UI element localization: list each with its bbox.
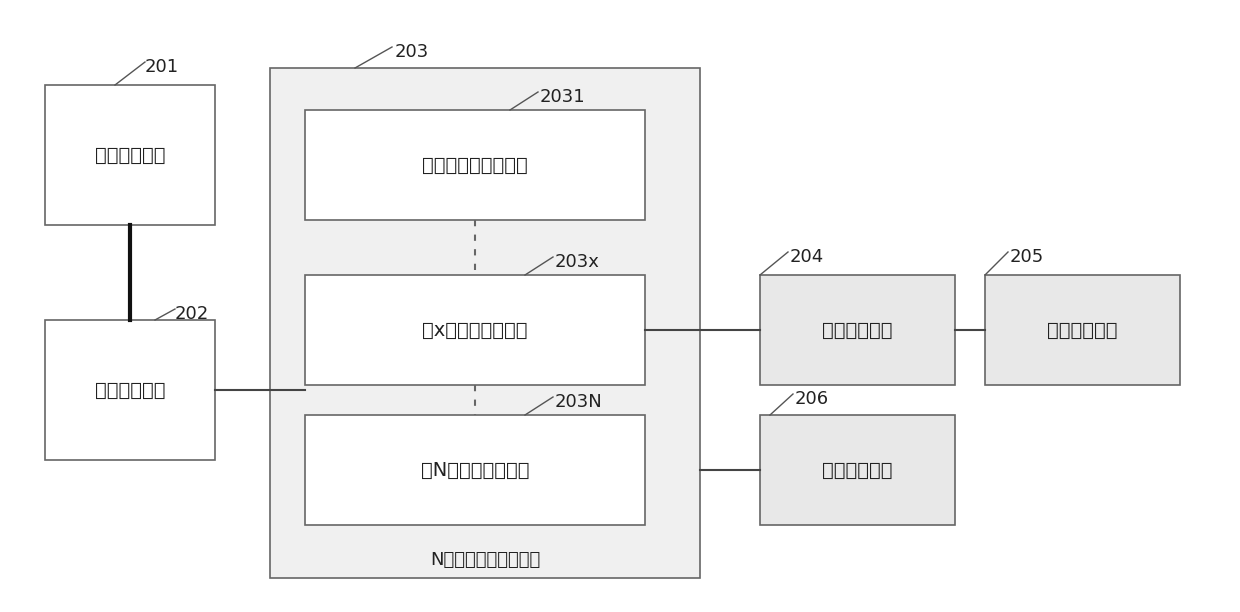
Text: 205: 205: [1011, 248, 1044, 266]
Text: 203: 203: [396, 43, 429, 61]
Text: 2031: 2031: [539, 88, 585, 106]
Text: 206: 206: [795, 390, 830, 408]
Text: 信号输出模块: 信号输出模块: [822, 460, 893, 479]
Text: 阈值判断模块: 阈值判断模块: [1048, 321, 1117, 340]
Text: 全波整流模块: 全波整流模块: [822, 321, 893, 340]
Text: 203x: 203x: [556, 253, 600, 271]
Text: 信号转化模块: 信号转化模块: [94, 381, 165, 400]
Text: 201: 201: [145, 58, 179, 76]
Text: 202: 202: [175, 305, 210, 323]
Bar: [305, 415, 645, 525]
Text: 204: 204: [790, 248, 825, 266]
Text: N级比例运算电路模块: N级比例运算电路模块: [430, 551, 541, 569]
Text: 第x级比例运算电路: 第x级比例运算电路: [423, 321, 528, 340]
Bar: [985, 275, 1180, 385]
Text: 203N: 203N: [556, 393, 603, 411]
Bar: [305, 110, 645, 220]
Bar: [270, 68, 701, 578]
Text: 第一级比例运算电路: 第一级比例运算电路: [422, 155, 528, 174]
Text: 信号输入模块: 信号输入模块: [94, 146, 165, 165]
Bar: [45, 85, 215, 225]
Bar: [760, 275, 955, 385]
Bar: [760, 415, 955, 525]
Bar: [45, 320, 215, 460]
Bar: [305, 275, 645, 385]
Text: 第N级比例运算电路: 第N级比例运算电路: [420, 460, 529, 479]
